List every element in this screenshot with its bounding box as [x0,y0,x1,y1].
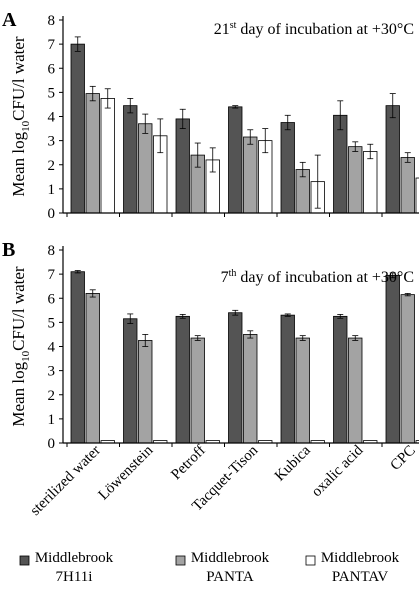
y-tick-label: 7 [48,267,56,283]
x-category-label: sterilized water [27,443,103,519]
bar [385,274,400,444]
y-tick-label: 2 [48,388,56,404]
legend-swatch [175,555,186,566]
x-category-label: Kubica [272,442,314,484]
bar [280,122,295,214]
y-tick-label: 6 [48,291,56,307]
y-tick-label: 5 [48,315,56,331]
bar [138,123,153,214]
bar [243,136,258,214]
y-tick-label: 5 [48,85,56,101]
y-tick-label: 6 [48,61,56,77]
y-axis-label: Mean log10CFU/l water [9,36,32,197]
y-tick-label: 4 [48,340,56,356]
bar [295,337,310,444]
bar [70,43,85,214]
y-tick-label: 4 [48,110,56,126]
bar [190,337,205,444]
legend-label: PANTAV [332,569,388,585]
y-tick-label: 0 [48,436,56,452]
y-tick-label: 3 [48,364,56,380]
bar [70,271,85,444]
y-tick-label: 8 [48,13,56,29]
y-tick-label: 2 [48,158,56,174]
legend-swatch [19,555,30,566]
y-tick-label: 1 [48,412,56,428]
legend-label: PANTA [206,569,254,585]
bar [175,315,190,444]
bar [228,312,243,444]
bar [100,98,115,214]
y-tick-label: 0 [48,206,56,222]
bar [280,314,295,444]
bar [228,106,243,214]
bar [348,146,363,214]
y-tick-label: 3 [48,134,56,150]
legend-label: Middlebrook [321,550,400,566]
bar [400,157,415,214]
y-tick-label: 8 [48,243,56,259]
bar [85,293,100,444]
legend-label: Middlebrook [35,550,114,566]
panel-letter: B [2,239,15,261]
bar [138,340,153,444]
bar [363,151,378,214]
panel-B: B 0 1 2 3 4 5 6 7 8 7th day of incubation at +30°C… [2,239,419,452]
x-category-label: Löwenstein [96,442,157,503]
bar [243,334,258,444]
y-tick-label: 7 [48,37,56,53]
bar [415,440,419,444]
bar [400,294,415,444]
x-category-label: oxalic acid [309,442,367,500]
panel-letter: A [2,9,17,31]
bar [123,318,138,444]
panel-A: A 0 1 2 3 4 5 6 7 8 21st day of incubation at +30°… [2,9,419,222]
bar [333,315,348,444]
bar [385,105,400,214]
panel-title: 7th day of incubation at +30°C [221,268,414,286]
y-tick-label: 1 [48,182,56,198]
legend: Middlebrook 7H11i Middlebrook PANTA Middlebr… [19,550,400,585]
legend-label: 7H11i [56,569,93,585]
y-axis-label: Mean log10CFU/l water [9,266,32,427]
bar [123,105,138,214]
legend-label: Middlebrook [191,550,270,566]
x-category-label: CPC [387,443,418,474]
legend-swatch [305,555,316,566]
bar [348,337,363,444]
panel-title: 21st day of incubation at +30°C [214,20,414,38]
bar [175,118,190,214]
x-category-label: Petroff [168,443,209,484]
bar [85,93,100,214]
bar [415,177,419,214]
